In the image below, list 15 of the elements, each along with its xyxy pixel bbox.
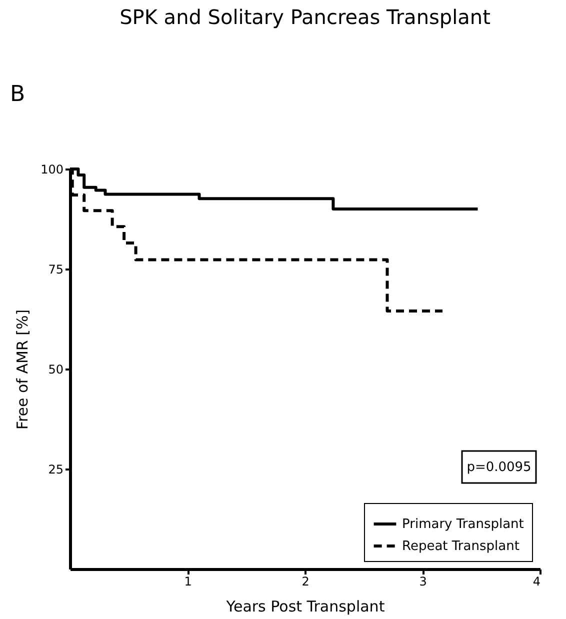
legend-label: Repeat Transplant (402, 539, 520, 554)
text: B (10, 82, 26, 107)
legend-label: Primary Transplant (402, 517, 524, 532)
y-tick-label: 100 (40, 162, 64, 176)
y-tick-label: 50 (48, 362, 64, 376)
x-tick-label: 3 (419, 574, 427, 588)
y-tick-label: 75 (48, 262, 64, 276)
y-axis-title: Free of AMR [%] (14, 309, 32, 430)
y-tick-label: 25 (48, 462, 64, 476)
annotation: p=0.0095 (466, 460, 532, 475)
x-tick-label: 1 (184, 574, 192, 588)
chart-title: SPK and Solitary Pancreas Transplant (120, 5, 491, 29)
x-tick-label: 4 (532, 574, 540, 588)
x-axis-title: Years Post Transplant (225, 598, 385, 616)
x-tick-label: 2 (302, 574, 310, 588)
